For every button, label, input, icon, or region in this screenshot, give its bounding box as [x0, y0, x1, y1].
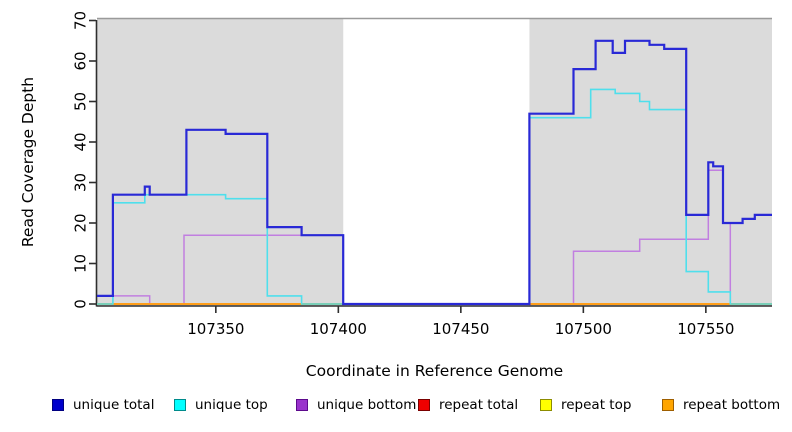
y-tick-label: 70 — [72, 11, 90, 30]
y-tick-label: 40 — [72, 132, 90, 151]
shaded-region — [529, 18, 772, 306]
legend-label: repeat top — [561, 397, 632, 413]
repeat-top-swatch-icon — [540, 399, 552, 411]
legend-item-repeat-top: repeat top — [540, 397, 662, 413]
x-tick-label: 107500 — [555, 320, 612, 338]
legend-label: unique top — [195, 397, 268, 413]
y-tick-label: 0 — [72, 299, 90, 309]
legend-item-unique-bottom: unique bottom — [296, 397, 418, 413]
legend-label: repeat total — [439, 397, 519, 413]
unique-top-swatch-icon — [174, 399, 186, 411]
shaded-region — [97, 18, 344, 306]
x-tick-label: 107350 — [187, 320, 244, 338]
x-tick-label: 107550 — [677, 320, 734, 338]
x-axis-label: Coordinate in Reference Genome — [305, 362, 564, 380]
legend-item-repeat-bottom: repeat bottom — [662, 397, 784, 413]
legend-label: unique bottom — [317, 397, 417, 413]
unique-total-swatch-icon — [52, 399, 64, 411]
unique-bottom-swatch-icon — [296, 399, 308, 411]
y-tick-label: 50 — [72, 92, 90, 111]
x-tick-label: 107450 — [432, 320, 489, 338]
x-tick-label: 107400 — [310, 320, 367, 338]
legend-item-unique-top: unique top — [174, 397, 296, 413]
repeat-bottom-swatch-icon — [662, 399, 674, 411]
y-tick-label: 60 — [72, 51, 90, 70]
y-tick-label: 30 — [72, 173, 90, 192]
plot-legend: unique total unique top unique bottom re… — [0, 393, 792, 417]
legend-item-repeat-total: repeat total — [418, 397, 540, 413]
y-axis-label: Read Coverage Depth — [19, 76, 37, 248]
legend-label: repeat bottom — [683, 397, 781, 413]
y-tick-label: 10 — [72, 254, 90, 273]
y-tick-label: 20 — [72, 213, 90, 232]
legend-item-unique-total: unique total — [52, 397, 174, 413]
repeat-total-swatch-icon — [418, 399, 430, 411]
legend-label: unique total — [73, 397, 155, 413]
series-unique-total — [97, 39, 772, 306]
